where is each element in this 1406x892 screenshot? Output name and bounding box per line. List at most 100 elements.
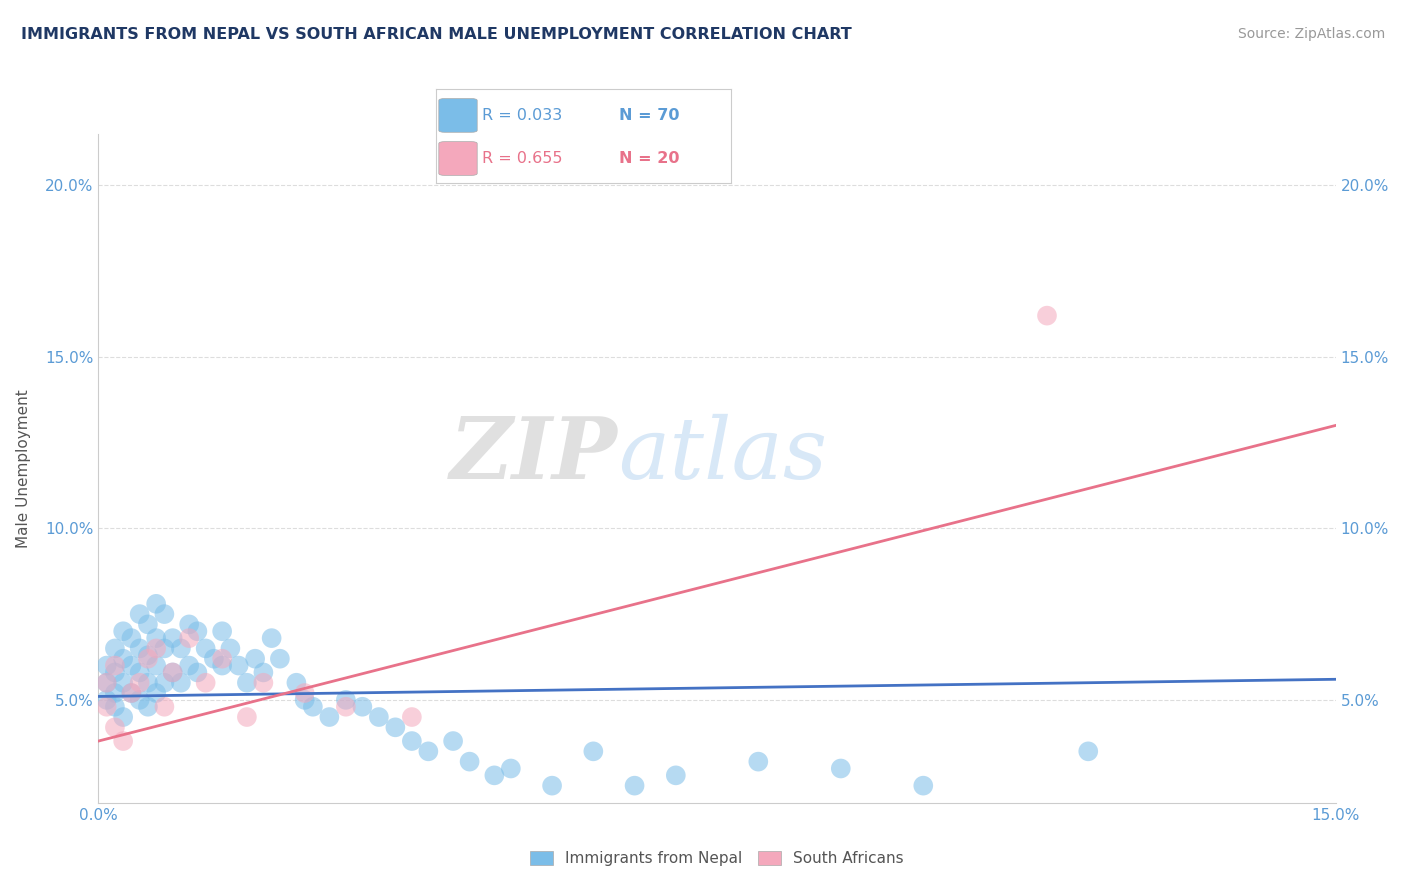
Point: [1036, 309, 1059, 323]
Point: [179, 631, 201, 645]
Point: [418, 744, 440, 758]
Point: [136, 699, 159, 714]
Point: [128, 693, 150, 707]
Point: [499, 762, 522, 776]
Point: [145, 686, 167, 700]
Point: [335, 699, 357, 714]
Text: N = 20: N = 20: [619, 151, 679, 166]
Point: [112, 675, 135, 690]
Point: [162, 631, 184, 645]
Point: [458, 755, 481, 769]
Point: [541, 779, 564, 793]
Point: [219, 641, 242, 656]
Text: IMMIGRANTS FROM NEPAL VS SOUTH AFRICAN MALE UNEMPLOYMENT CORRELATION CHART: IMMIGRANTS FROM NEPAL VS SOUTH AFRICAN M…: [21, 27, 852, 42]
Point: [335, 693, 357, 707]
FancyBboxPatch shape: [439, 142, 477, 176]
Point: [153, 607, 176, 621]
Point: [202, 651, 225, 665]
Point: [128, 675, 150, 690]
Point: [136, 648, 159, 663]
Point: [401, 710, 423, 724]
Point: [162, 665, 184, 680]
Point: [665, 768, 688, 782]
Text: R = 0.655: R = 0.655: [482, 151, 562, 166]
Point: [145, 597, 167, 611]
Point: [1077, 744, 1099, 758]
Point: [186, 624, 208, 639]
Point: [912, 779, 935, 793]
Point: [367, 710, 389, 724]
Point: [96, 658, 118, 673]
Text: ZIP: ZIP: [450, 413, 619, 497]
Point: [269, 651, 291, 665]
Point: [112, 624, 135, 639]
Point: [236, 710, 259, 724]
Point: [96, 699, 118, 714]
Point: [120, 658, 142, 673]
Point: [352, 699, 374, 714]
Point: [401, 734, 423, 748]
Text: atlas: atlas: [619, 414, 827, 496]
Point: [318, 710, 340, 724]
Point: [112, 734, 135, 748]
Point: [136, 617, 159, 632]
Text: N = 70: N = 70: [619, 108, 679, 123]
Point: [170, 641, 193, 656]
Point: [96, 675, 118, 690]
Point: [104, 720, 127, 734]
Legend: Immigrants from Nepal, South Africans: Immigrants from Nepal, South Africans: [524, 845, 910, 872]
Point: [302, 699, 325, 714]
Point: [211, 624, 233, 639]
Point: [294, 693, 316, 707]
Point: [252, 665, 274, 680]
Point: [441, 734, 464, 748]
FancyBboxPatch shape: [439, 98, 477, 132]
Point: [104, 665, 127, 680]
Point: [252, 675, 274, 690]
Point: [145, 641, 167, 656]
Point: [285, 675, 308, 690]
Point: [211, 651, 233, 665]
Point: [104, 658, 127, 673]
Point: [194, 641, 217, 656]
Point: [112, 710, 135, 724]
Point: [582, 744, 605, 758]
Point: [128, 641, 150, 656]
Point: [179, 617, 201, 632]
Point: [747, 755, 769, 769]
Point: [120, 686, 142, 700]
Y-axis label: Male Unemployment: Male Unemployment: [17, 389, 31, 548]
Point: [104, 699, 127, 714]
Point: [136, 675, 159, 690]
Point: [96, 693, 118, 707]
Point: [260, 631, 283, 645]
Point: [153, 641, 176, 656]
Point: [484, 768, 506, 782]
Point: [186, 665, 208, 680]
Text: R = 0.033: R = 0.033: [482, 108, 562, 123]
Point: [104, 641, 127, 656]
Point: [128, 607, 150, 621]
Point: [145, 631, 167, 645]
Point: [128, 665, 150, 680]
Point: [96, 675, 118, 690]
Point: [112, 651, 135, 665]
Point: [194, 675, 217, 690]
Point: [120, 686, 142, 700]
Text: Source: ZipAtlas.com: Source: ZipAtlas.com: [1237, 27, 1385, 41]
Point: [236, 675, 259, 690]
Point: [120, 631, 142, 645]
Point: [384, 720, 406, 734]
Point: [623, 779, 645, 793]
Point: [104, 686, 127, 700]
Point: [179, 658, 201, 673]
Point: [170, 675, 193, 690]
Point: [145, 658, 167, 673]
Point: [228, 658, 250, 673]
Point: [153, 699, 176, 714]
Point: [162, 665, 184, 680]
Point: [136, 651, 159, 665]
Point: [830, 762, 852, 776]
Point: [294, 686, 316, 700]
Point: [211, 658, 233, 673]
